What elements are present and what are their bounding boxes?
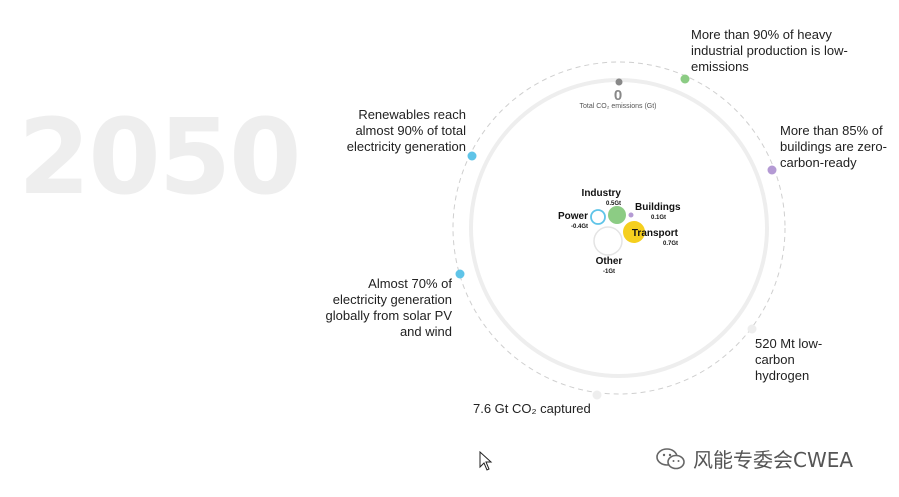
milestone-solar-wind: Almost 70% of electricity generation glo… xyxy=(325,276,452,339)
milestone-renewables: Renewables reach almost 90% of total ele… xyxy=(346,107,466,154)
bubble-industry xyxy=(608,206,626,224)
sector-transport: Transport 0.7Gt xyxy=(630,228,678,250)
sector-other-value: -1Gt xyxy=(603,269,615,275)
outer-dashed-ring xyxy=(452,61,786,395)
milestone-buildings: More than 85% of buildings are zero-carb… xyxy=(780,123,887,170)
milestone-dot-renewables xyxy=(467,151,477,161)
milestone-hydrogen: 520 Mt low-carbon hydrogen xyxy=(755,336,823,383)
milestone-co2-captured: 7.6 Gt CO₂ captured xyxy=(473,401,591,416)
milestone-dot-heavy-industry xyxy=(680,74,690,84)
sector-buildings: Buildings 0.1Gt xyxy=(635,202,681,224)
total-emissions: 0 Total CO₂ emissions (Gt) xyxy=(560,88,676,110)
year-label: 2050 xyxy=(18,96,301,218)
watermark: 风能专委会CWEA xyxy=(655,444,853,473)
sector-industry: Industry 0.5Gt xyxy=(581,188,621,210)
sector-industry-value: 0.5Gt xyxy=(605,201,621,207)
sector-transport-value: 0.7Gt xyxy=(662,241,678,247)
total-emissions-value: 0 xyxy=(613,87,623,104)
total-emissions-label: Total CO₂ emissions (Gt) xyxy=(579,103,657,110)
bubble-transport xyxy=(623,221,645,243)
bubble-other xyxy=(593,226,623,256)
sector-power-name: Power xyxy=(557,211,588,222)
watermark-text: 风能专委会CWEA xyxy=(693,448,854,472)
sector-power: Power -0.4Gt xyxy=(548,211,588,233)
sector-other: Other -1Gt xyxy=(594,256,624,278)
bubble-power xyxy=(590,209,606,225)
mouse-cursor-icon xyxy=(479,451,493,471)
milestone-dot-buildings xyxy=(767,165,777,175)
milestone-heavy-industry: More than 90% of heavy industrial produc… xyxy=(691,27,848,74)
total-marker xyxy=(615,78,623,86)
sector-other-name: Other xyxy=(595,256,623,267)
sector-transport-name: Transport xyxy=(631,228,678,239)
sector-buildings-value: 0.1Gt xyxy=(651,215,667,221)
sector-power-value: -0.4Gt xyxy=(570,224,588,230)
sector-industry-name: Industry xyxy=(581,188,621,199)
milestone-dot-hydrogen xyxy=(747,324,757,334)
sector-buildings-name: Buildings xyxy=(635,202,681,213)
bubble-buildings xyxy=(628,212,634,218)
inner-ring xyxy=(469,78,769,378)
milestone-dot-co2-captured xyxy=(592,390,602,400)
wechat-icon xyxy=(656,447,685,469)
milestone-dot-solar-wind xyxy=(455,269,465,279)
